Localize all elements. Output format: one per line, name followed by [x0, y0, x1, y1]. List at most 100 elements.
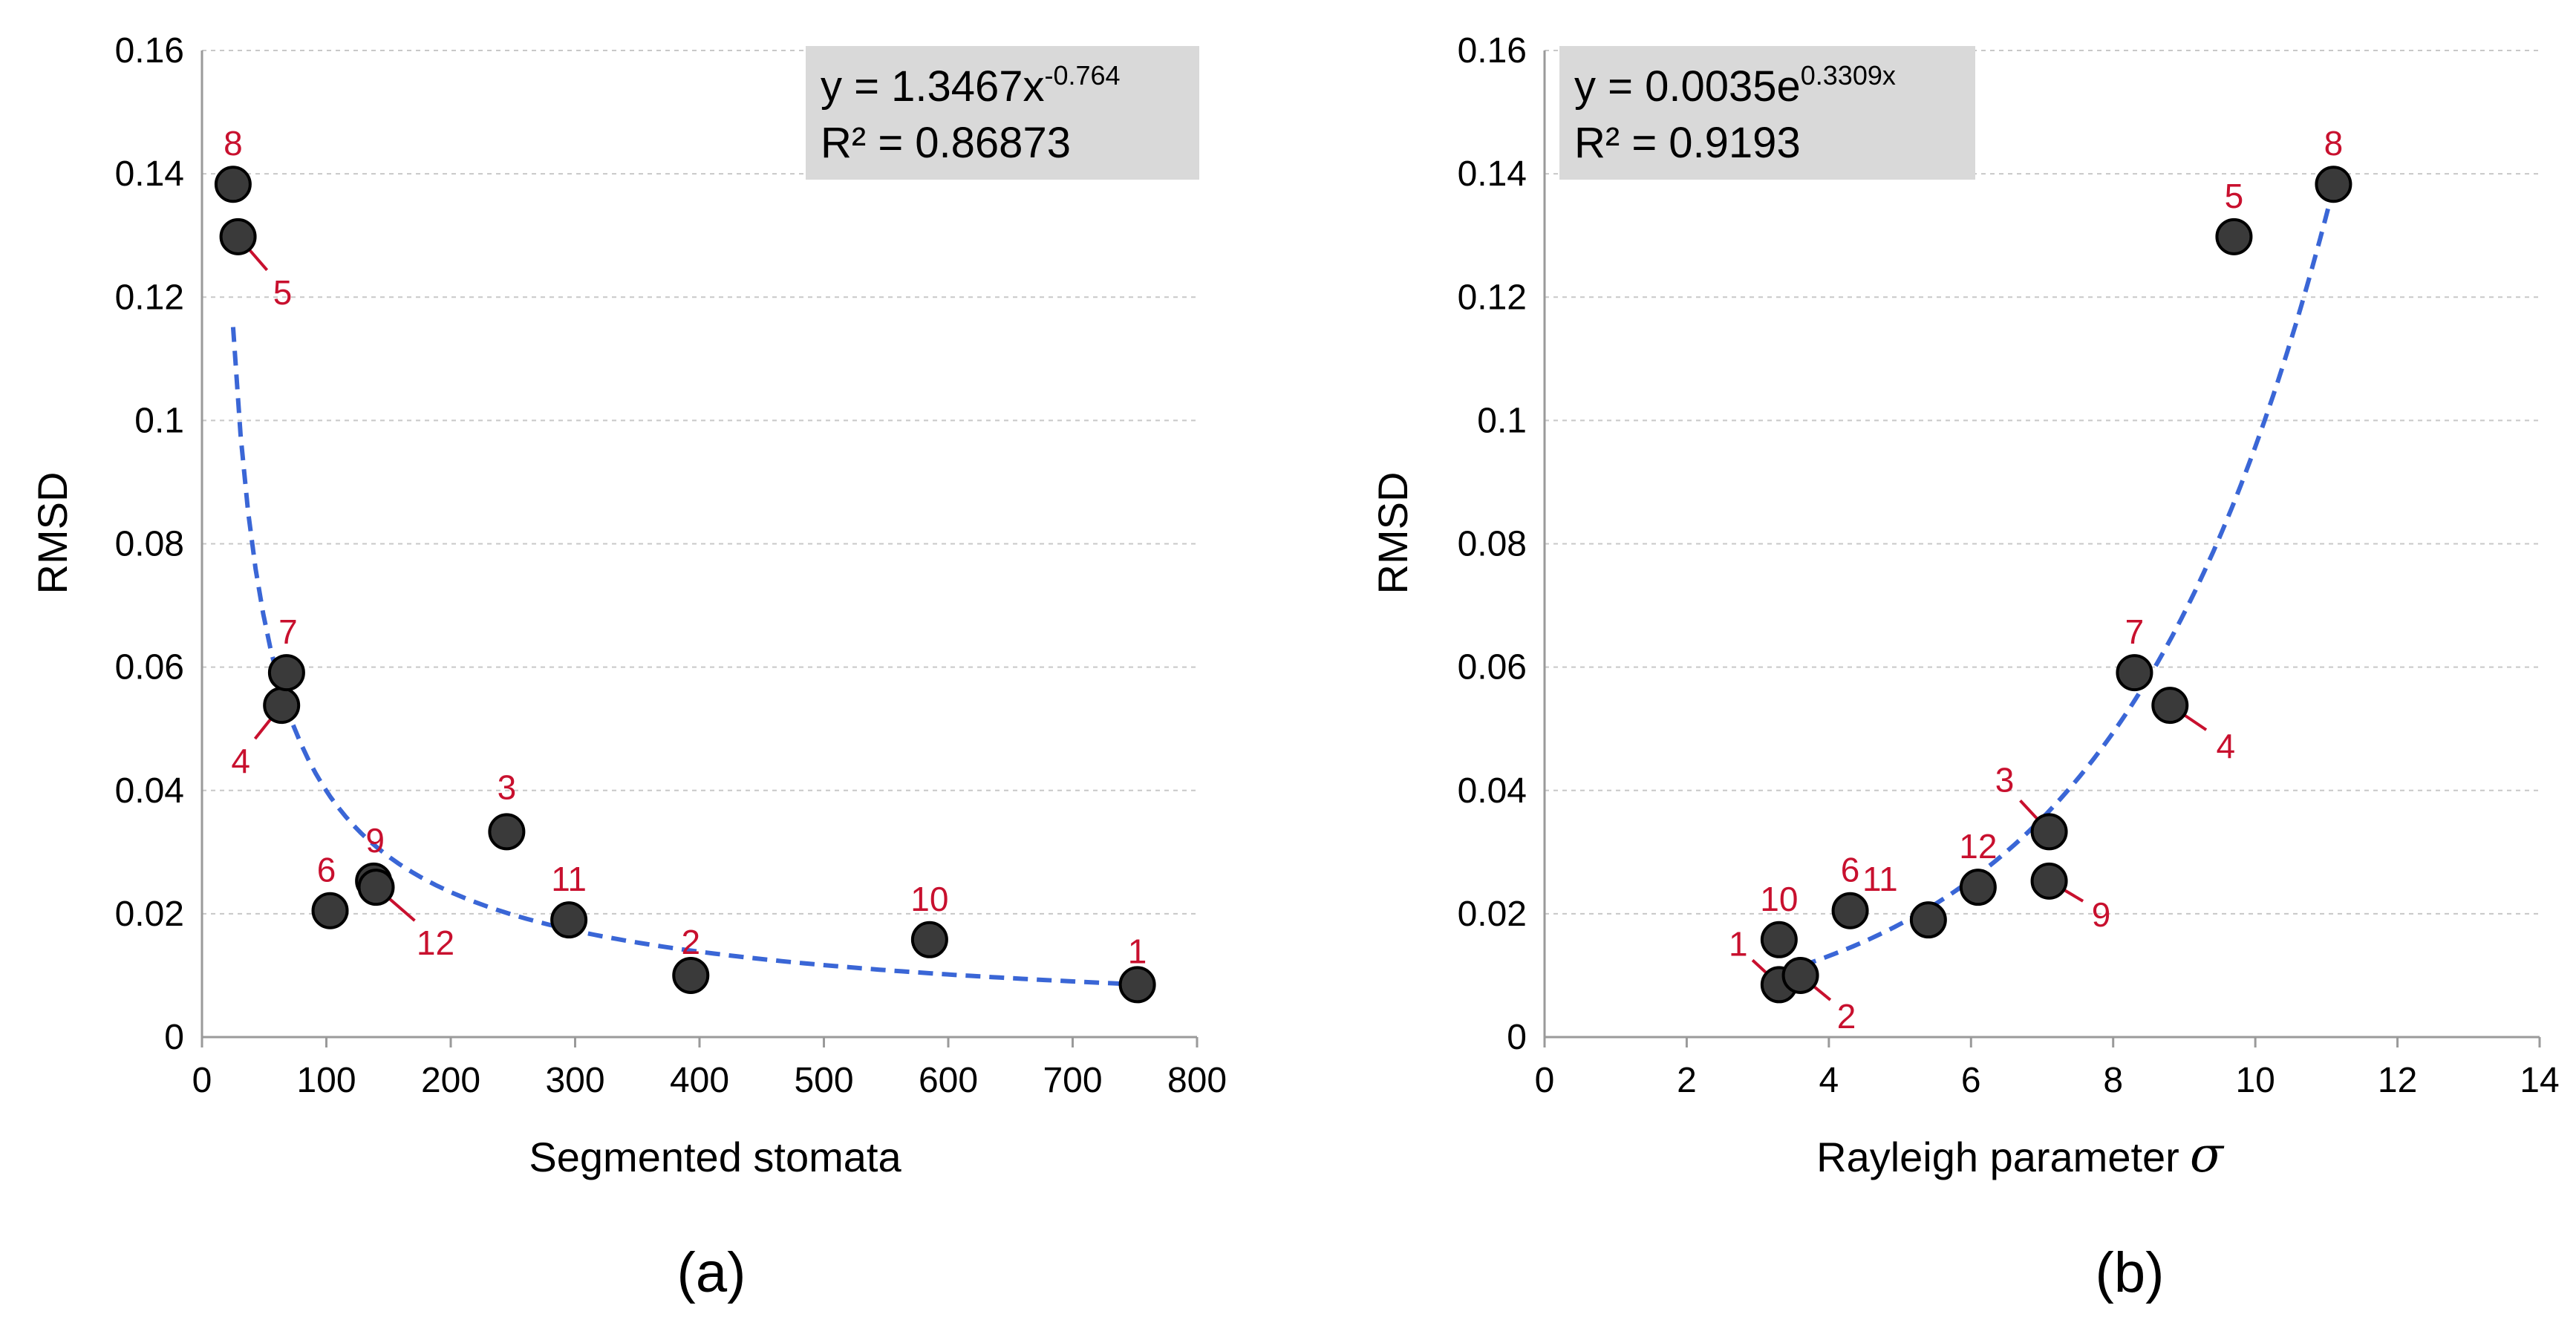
panel-b-trendline [1778, 186, 2336, 975]
panel-a-equation-prefix: y = 1.3467x [821, 62, 1045, 111]
point-label-9: 9 [2092, 895, 2111, 934]
y-tick-label: 0.14 [1458, 154, 1527, 194]
data-point-1 [1118, 966, 1156, 1004]
y-tick-label: 0.04 [115, 771, 184, 811]
x-tick-label: 0 [1535, 1061, 1555, 1100]
panel-b-x-ticks: 0 2 4 6 8 10 12 14 [1535, 1037, 2560, 1100]
y-tick-label: 0.1 [1477, 401, 1527, 440]
data-point-3 [488, 813, 526, 851]
data-point-12 [357, 869, 395, 906]
x-tick-label: 300 [545, 1061, 604, 1100]
x-tick-label: 6 [1961, 1061, 1981, 1100]
panel-b-axes [1543, 50, 2540, 1039]
point-label-2: 2 [681, 923, 700, 961]
point-label-3: 3 [1995, 760, 2015, 799]
panel-a-equation-line2: R² = 0.86873 [821, 119, 1071, 167]
panel-a-label-leaders [237, 235, 416, 922]
panel-a-chart: 0 0.02 0.04 0.06 0.08 0.1 0.12 0.14 0.16 0 100 200… [29, 31, 1227, 1304]
panel-a-y-ticks: 0 0.02 0.04 0.06 0.08 0.1 0.12 0.14 0.16 [115, 31, 184, 1057]
data-point-3 [2030, 813, 2068, 851]
x-tick-label: 0 [192, 1061, 212, 1100]
panel-a-caption: (a) [677, 1241, 746, 1304]
y-tick-label: 0 [1507, 1018, 1527, 1057]
data-point-12 [1959, 869, 1997, 906]
panel-a-axes [200, 50, 1197, 1039]
point-label-11: 11 [551, 860, 587, 898]
point-label-1: 1 [1128, 932, 1147, 970]
panel-a-equation-line1: y = 1.3467x-0.764 [821, 60, 1121, 111]
panel-b-equation-line2: R² = 0.9193 [1574, 119, 1801, 167]
panel-b-y-axis-title: RMSD [1369, 472, 1416, 595]
data-point-6 [1831, 892, 1869, 929]
data-point-10 [910, 921, 948, 958]
point-label-11: 11 [1862, 860, 1898, 898]
point-label-2: 2 [1837, 997, 1856, 1036]
point-label-7: 7 [2125, 612, 2145, 651]
data-point-4 [263, 687, 301, 725]
data-point-11 [550, 901, 588, 939]
point-label-12: 12 [417, 924, 454, 962]
panel-b-grid [1545, 50, 2540, 915]
point-label-6: 6 [1841, 851, 1860, 889]
data-point-5 [2215, 218, 2253, 255]
panel-b-sigma-symbol: σ [2190, 1126, 2225, 1183]
panel-a-equation-box [806, 46, 1199, 180]
point-label-8: 8 [2324, 124, 2344, 163]
y-tick-label: 0.06 [1458, 648, 1527, 687]
panel-a-trendline [230, 327, 1135, 987]
panel-b-equation-exponent: 0.3309x [1801, 60, 1896, 91]
x-tick-label: 700 [1043, 1061, 1102, 1100]
panel-b-points [1760, 166, 2352, 1004]
point-label-10: 10 [910, 880, 948, 918]
panel-b-chart: 00.020.040.060.080.10.120.140.16 0 2 4 6 8 10… [1369, 31, 2560, 1304]
data-point-5 [219, 218, 257, 255]
y-tick-label: 0.12 [1458, 278, 1527, 317]
y-tick-label: 0 [164, 1018, 184, 1057]
data-point-8 [2315, 166, 2352, 203]
point-label-10: 10 [1760, 880, 1798, 918]
point-label-5: 5 [273, 273, 293, 312]
panel-a-x-axis-title: Segmented stomata [529, 1134, 901, 1180]
panel-a-x-ticks: 0 100 200 300 400 500 600 700 800 [192, 1037, 1227, 1100]
point-label-5: 5 [2225, 177, 2244, 215]
point-label-7: 7 [278, 612, 298, 651]
panel-b-x-axis-title: Rayleigh parameter σ [1816, 1126, 2225, 1183]
data-point-11 [1909, 901, 1947, 939]
data-point-2 [672, 956, 710, 994]
panel-b-y-ticks: 0 0.02 0.04 0.06 0.08 0.1 0.12 0.14 0.16 [1458, 31, 1527, 1057]
y-tick-label: 0.12 [115, 278, 184, 317]
point-label-6: 6 [317, 851, 336, 889]
y-tick-label: 0.16 [1458, 31, 1527, 71]
point-label-1: 1 [1729, 924, 1748, 963]
panel-a-y-axis-title: RMSD [29, 472, 76, 595]
data-point-6 [311, 892, 349, 929]
panel-b-x-axis-title-text: Rayleigh parameter [1816, 1134, 2179, 1180]
panel-b-equation-prefix: y = 0.0035e [1574, 62, 1801, 111]
panel-a-grid [202, 50, 1197, 915]
y-tick-label: 0.02 [115, 895, 184, 934]
y-tick-label: 0.08 [115, 525, 184, 564]
point-label-9: 9 [365, 821, 385, 860]
point-label-4: 4 [2216, 727, 2235, 765]
data-point-9 [2030, 862, 2068, 900]
x-tick-label: 12 [2378, 1061, 2417, 1100]
data-point-8 [214, 166, 252, 203]
panel-a-equation-exponent: -0.764 [1045, 60, 1121, 91]
x-tick-label: 10 [2235, 1061, 2275, 1100]
x-tick-label: 2 [1677, 1061, 1697, 1100]
y-tick-label: 0.04 [1458, 771, 1527, 811]
x-tick-label: 14 [2520, 1061, 2559, 1100]
x-tick-label: 400 [670, 1061, 729, 1100]
data-point-4 [2151, 687, 2189, 725]
x-tick-label: 200 [421, 1061, 480, 1100]
point-label-4: 4 [231, 742, 250, 780]
y-tick-label: 0.02 [1458, 895, 1527, 934]
y-tick-label: 0.16 [115, 31, 184, 71]
point-label-3: 3 [498, 768, 517, 806]
y-tick-label: 0.14 [115, 154, 184, 194]
data-point-7 [267, 654, 305, 692]
data-point-7 [2116, 654, 2153, 692]
y-tick-label: 0.06 [115, 648, 184, 687]
